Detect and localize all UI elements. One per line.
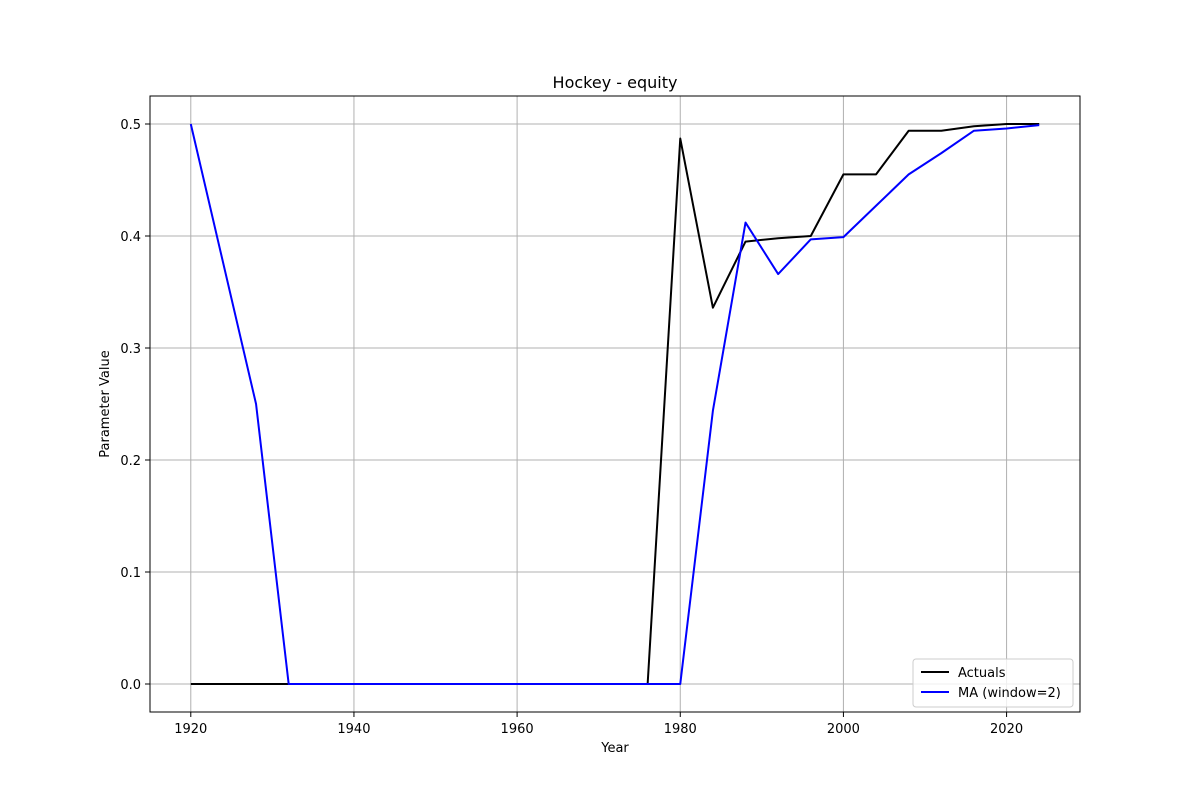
plot-frame [149, 95, 1081, 713]
x-tick-label: 1960 [501, 722, 534, 737]
series-line-ma-window-2 [189, 123, 1040, 685]
y-tick-label: 0.4 [120, 230, 141, 245]
series-lines [189, 123, 1040, 685]
y-axis-label: Parameter Value [98, 350, 113, 457]
y-tick-label: 0.1 [120, 566, 141, 581]
x-tick-label: 1980 [664, 722, 697, 737]
x-tick-label: 2000 [827, 722, 860, 737]
legend: Actuals MA (window=2) [912, 658, 1074, 708]
y-axis-ticks: 0.0 0.1 0.2 0.3 0.4 0.5 [120, 118, 150, 693]
legend-entry: Actuals [958, 666, 1006, 681]
y-tick-label: 0.3 [120, 342, 141, 357]
grid-lines [150, 96, 1080, 712]
y-tick-label: 0.5 [120, 118, 141, 133]
x-axis-ticks: 1920 1940 1960 1980 2000 2020 [174, 712, 1023, 737]
legend-entry: MA (window=2) [958, 686, 1061, 701]
x-tick-label: 1940 [337, 722, 370, 737]
y-tick-label: 0.0 [120, 678, 141, 693]
x-axis-label: Year [600, 741, 629, 756]
chart-title: Hockey - equity [553, 73, 678, 92]
legend-box [912, 658, 1074, 708]
series-line-actuals [190, 123, 1040, 685]
x-tick-label: 1920 [174, 722, 207, 737]
y-tick-label: 0.2 [120, 454, 141, 469]
x-tick-label: 2020 [990, 722, 1023, 737]
